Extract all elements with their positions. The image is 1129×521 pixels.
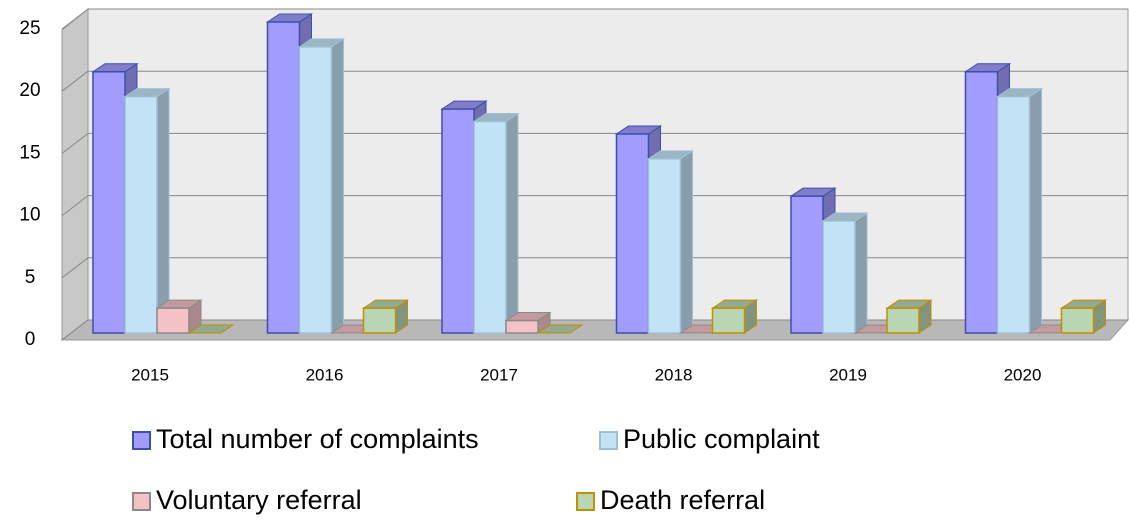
y-tick-label: 5 (25, 267, 36, 288)
bar (647, 158, 682, 334)
bar-side (505, 112, 519, 334)
y-tick-label: 10 (19, 205, 40, 226)
bar (886, 307, 920, 334)
legend-label: Death referral (600, 485, 765, 515)
bar (156, 307, 190, 334)
bar-side (680, 149, 693, 334)
x-tick-label: 2020 (1004, 365, 1042, 384)
bar-top (187, 324, 235, 334)
legend-label: Public complaint (623, 424, 820, 454)
bar (964, 71, 999, 334)
bar-side (1029, 87, 1042, 334)
bar (124, 95, 158, 334)
legend-swatch (132, 431, 151, 450)
bar (790, 195, 824, 334)
legend-swatch (599, 431, 618, 450)
legend-swatch (576, 492, 595, 511)
y-tick-label: 20 (19, 80, 40, 101)
side-wall (61, 7, 89, 342)
legend-label: Total number of complaints (156, 424, 479, 454)
y-tick-label: 0 (25, 329, 36, 350)
bar (1060, 307, 1095, 334)
grid-line (61, 319, 89, 341)
y-tick-label: 15 (19, 142, 40, 163)
grid-line (61, 70, 89, 92)
grid-line (61, 257, 89, 279)
bar (362, 307, 397, 334)
y-tick-label: 25 (19, 18, 40, 39)
bar (615, 133, 650, 334)
bar (711, 307, 746, 334)
legend-label: Voluntary referral (156, 485, 362, 515)
bar (473, 120, 507, 334)
bar-side (156, 87, 170, 334)
x-tick-label: 2015 (131, 365, 169, 384)
bar (505, 319, 539, 334)
grid-line (61, 133, 89, 154)
legend-swatch (132, 492, 151, 511)
bar (996, 95, 1031, 334)
bar-top (536, 324, 584, 334)
bar-side (331, 37, 344, 334)
bar (822, 220, 856, 334)
x-tick-label: 2016 (306, 365, 344, 384)
bar-side (854, 212, 868, 334)
x-tick-label: 2018 (655, 365, 693, 384)
bar (92, 71, 126, 334)
bar (441, 108, 475, 334)
bar (298, 46, 333, 334)
x-tick-label: 2019 (829, 365, 867, 384)
bar (266, 21, 301, 334)
back-wall (87, 8, 1129, 321)
grid-line (61, 8, 89, 30)
x-tick-label: 2017 (480, 365, 518, 384)
grid-line (61, 195, 89, 216)
